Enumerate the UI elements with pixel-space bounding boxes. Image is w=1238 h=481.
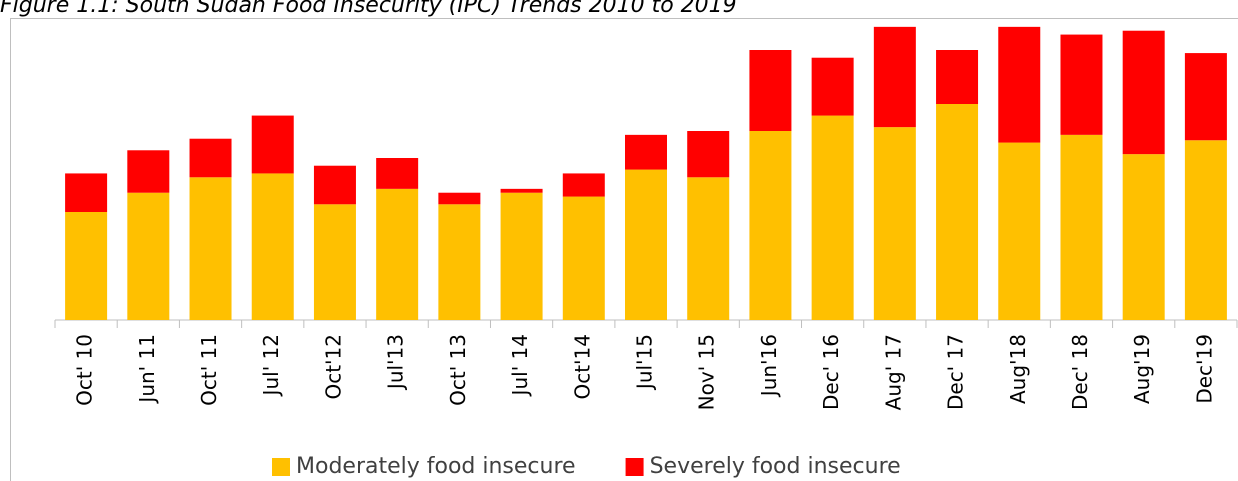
bar-segment — [127, 192, 170, 320]
bar-segment — [811, 57, 854, 116]
bar-segment — [500, 192, 543, 320]
x-tick-label: Dec' 16 — [819, 334, 843, 410]
bar-segment — [1184, 53, 1227, 141]
bar-segment — [1184, 140, 1227, 320]
x-tick-label: Oct' 11 — [197, 334, 221, 406]
bar-segment — [127, 150, 170, 193]
bar-segment — [749, 131, 792, 320]
bar-segment — [687, 177, 730, 320]
legend-label: Severely food insecure — [650, 454, 901, 479]
bar-segment — [1060, 134, 1103, 320]
bar-segment — [998, 26, 1041, 143]
bar-segment — [438, 192, 481, 205]
bar-segment — [438, 204, 481, 320]
x-tick-label: Jul' 14 — [508, 334, 532, 397]
bar-segment — [936, 104, 979, 320]
x-tick-label: Oct' 10 — [73, 334, 97, 406]
bar-segment — [313, 165, 356, 205]
bar-segment — [189, 177, 232, 320]
x-tick-label: Dec'19 — [1192, 334, 1216, 404]
bar-segment — [873, 26, 916, 128]
bar-segment — [189, 138, 232, 178]
bar-segment — [687, 131, 730, 178]
x-tick-label: Jun'16 — [757, 334, 781, 398]
bar-segment — [376, 188, 419, 320]
x-tick-label: Aug' 17 — [881, 334, 905, 410]
chart-title: Figure 1.1: South Sudan Food Insecurity … — [0, 0, 737, 18]
x-tick-label: Dec' 17 — [944, 334, 968, 410]
bar-segment — [251, 173, 294, 320]
legend-swatch — [272, 458, 290, 476]
x-tick-label: Jul' 12 — [259, 334, 283, 397]
legend-swatch — [625, 458, 644, 476]
bar-segment — [1060, 34, 1103, 135]
bar-segment — [65, 173, 108, 212]
bar-segment — [1122, 30, 1165, 155]
bar-segment — [998, 142, 1041, 320]
bar-segment — [873, 127, 916, 321]
bar-segment — [811, 115, 854, 320]
bar-segment — [251, 115, 294, 174]
legend-label: Moderately food insecure — [296, 454, 576, 479]
chart-border — [10, 18, 1238, 481]
bar-segment — [749, 50, 792, 131]
bar-segment — [625, 169, 667, 320]
x-tick-label: Jul'13 — [384, 334, 408, 391]
x-tick-label: Aug'18 — [1006, 334, 1030, 404]
bar-segment — [376, 158, 419, 189]
x-tick-label: Jun' 11 — [135, 334, 159, 405]
bar-segment — [625, 134, 667, 170]
bar-segment — [313, 204, 356, 320]
bar-segment — [562, 196, 605, 320]
bar-segment — [936, 50, 979, 104]
x-tick-label: Dec' 18 — [1068, 334, 1092, 410]
x-tick-label: Aug'19 — [1130, 334, 1154, 404]
bar-segment — [500, 188, 543, 193]
x-tick-label: Jul'15 — [633, 334, 657, 391]
x-tick-label: Nov' 15 — [695, 334, 719, 410]
x-tick-label: Oct'14 — [570, 334, 594, 400]
x-tick-label: Oct' 13 — [446, 334, 470, 406]
bar-segment — [65, 212, 108, 320]
bar-segment — [1122, 154, 1165, 320]
bar-segment — [562, 173, 605, 197]
x-tick-label: Oct'12 — [321, 334, 345, 400]
